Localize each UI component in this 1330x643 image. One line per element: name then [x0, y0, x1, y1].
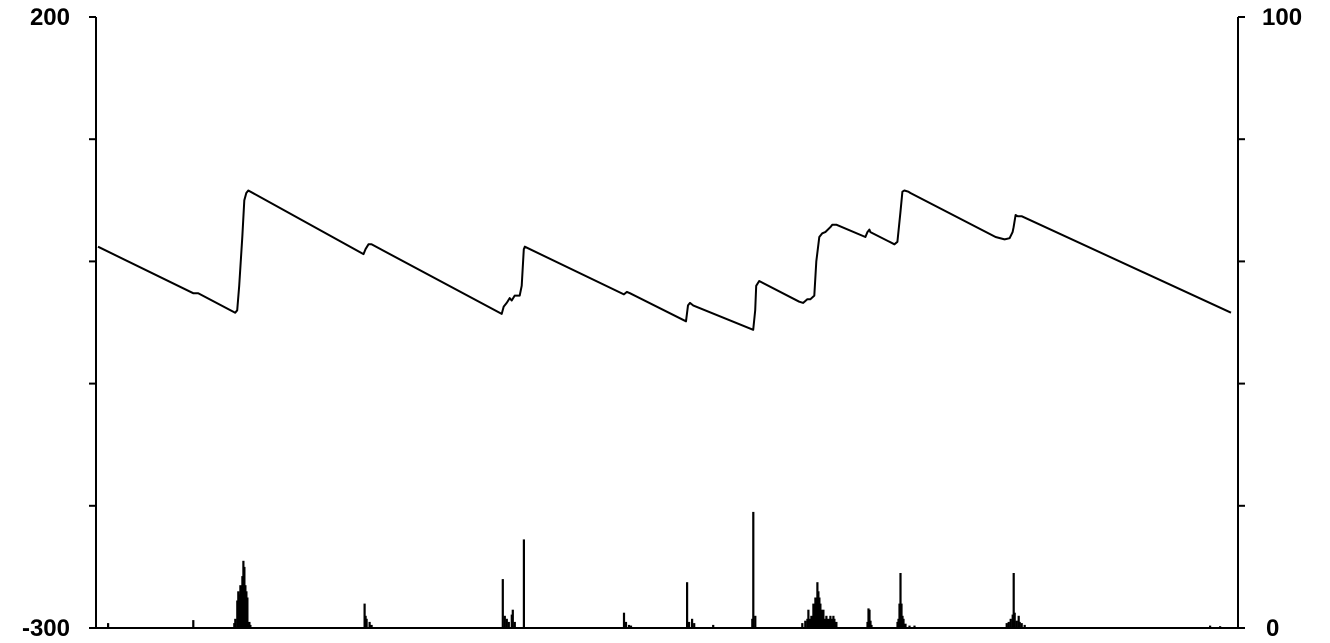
bar [1012, 573, 1015, 628]
bar [823, 618, 826, 628]
bar [1209, 625, 1212, 628]
bar [810, 615, 813, 628]
bar [107, 623, 110, 628]
bar [830, 618, 833, 628]
bar [868, 609, 871, 628]
bar [1020, 623, 1023, 628]
bar [503, 615, 506, 628]
bar [192, 620, 195, 628]
left-axis-label-top: 200 [30, 4, 70, 31]
bar [688, 621, 691, 628]
bar [365, 618, 368, 628]
bar [1009, 618, 1012, 628]
bar [507, 621, 510, 628]
line-series [97, 189, 1232, 331]
bar [629, 625, 633, 628]
bar [522, 539, 525, 628]
right-axis-label-bottom: 0 [1266, 615, 1279, 642]
bar [870, 624, 873, 628]
bar [827, 618, 830, 628]
right-axis [1237, 16, 1245, 629]
bar [812, 603, 815, 628]
bar [908, 625, 911, 628]
bar [801, 623, 804, 628]
bar [501, 579, 504, 628]
right-axis-label-top: 100 [1262, 4, 1302, 31]
bar [752, 511, 755, 628]
bar [624, 621, 628, 628]
bar [368, 621, 371, 628]
bar [1219, 626, 1222, 628]
bar [627, 624, 631, 628]
bar [238, 594, 241, 628]
bar [686, 582, 689, 628]
bar [691, 618, 694, 628]
bar [234, 618, 237, 628]
bar [825, 615, 828, 628]
bar [1013, 612, 1016, 628]
bar [899, 573, 902, 628]
bar [511, 609, 514, 628]
bar [869, 620, 872, 628]
bar [754, 615, 757, 628]
bar-series [107, 511, 1222, 628]
bar [904, 623, 907, 628]
bar [804, 620, 807, 628]
bar [505, 618, 508, 628]
bar [902, 618, 905, 628]
left-axis [89, 16, 1238, 629]
bar [513, 621, 516, 628]
bar [1018, 621, 1021, 628]
bar [833, 618, 836, 628]
tick-labels: 200 -300 100 0 [22, 4, 1302, 642]
bar [370, 624, 373, 628]
bar [913, 625, 916, 628]
bar [693, 623, 696, 628]
bar [622, 612, 626, 628]
left-axis-label-bottom: -300 [22, 615, 70, 642]
bar [1007, 621, 1010, 628]
bar [1023, 624, 1026, 628]
bar [835, 621, 838, 628]
bar [246, 597, 249, 628]
bar [1015, 620, 1018, 628]
bar [808, 618, 811, 628]
bar [712, 624, 715, 628]
bar [1005, 623, 1008, 628]
bar [249, 624, 252, 628]
